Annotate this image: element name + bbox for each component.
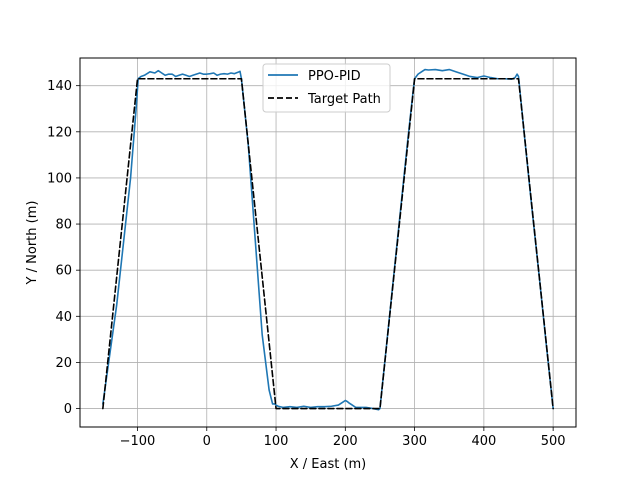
legend-box — [262, 63, 391, 113]
y-tick-label: 140 — [47, 79, 72, 94]
y-tick-label: 60 — [55, 264, 72, 279]
x-tick-label: 500 — [541, 434, 566, 449]
series-line-target-path — [102, 77, 554, 410]
axes-frame — [79, 57, 577, 428]
x-axis-ticks: −100 0 100 200 300 400 500 — [120, 427, 566, 449]
x-tick-label: 400 — [471, 434, 496, 449]
x-axis-label: X / East (m) — [290, 457, 367, 472]
legend-label-target-path: Target Path — [307, 92, 381, 107]
axes-background — [80, 58, 576, 427]
y-tick-label: 20 — [55, 356, 72, 371]
series-line-ppo-pid — [102, 68, 554, 411]
y-tick-label: 100 — [47, 171, 72, 186]
y-tick-label: 40 — [55, 310, 72, 325]
y-tick-label: 120 — [47, 125, 72, 140]
x-tick-label: 200 — [333, 434, 358, 449]
x-tick-label: 0 — [203, 434, 211, 449]
x-tick-label: −100 — [120, 434, 156, 449]
y-tick-label: 0 — [64, 402, 72, 417]
y-axis-ticks: 0 20 40 60 80 100 120 140 — [47, 79, 80, 417]
series-layer — [102, 68, 554, 411]
y-tick-label: 80 — [55, 218, 72, 233]
legend-label-ppo-pid: PPO-PID — [308, 69, 361, 84]
legend: PPO-PID Target Path — [262, 63, 391, 113]
y-axis-label: Y / North (m) — [25, 201, 40, 286]
x-tick-label: 100 — [264, 434, 289, 449]
x-tick-label: 300 — [402, 434, 427, 449]
plot-area: −100 0 100 200 300 400 500 0 20 40 60 80 100 120 140 — [47, 57, 577, 449]
